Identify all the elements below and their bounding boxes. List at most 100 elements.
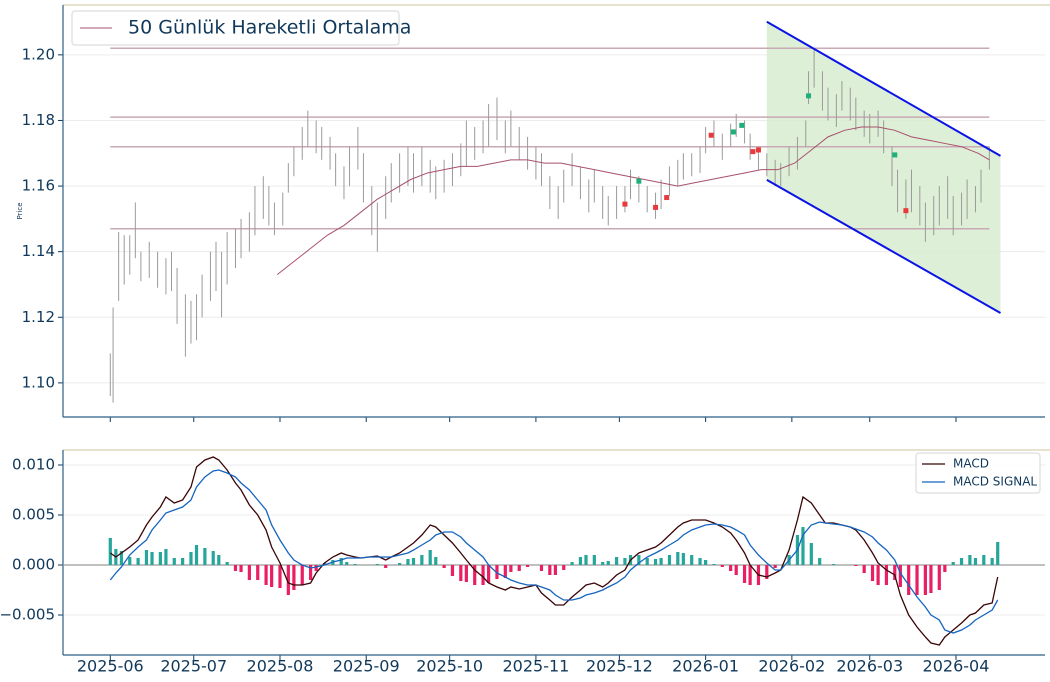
histogram-bar — [623, 558, 627, 565]
histogram-bar — [548, 565, 552, 575]
sell-marker — [708, 132, 714, 138]
histogram-bar — [158, 552, 162, 565]
histogram-bar — [539, 565, 544, 571]
histogram-bar — [487, 565, 491, 583]
y-tick-label: 1.12 — [22, 308, 55, 326]
histogram-bar — [929, 565, 933, 593]
histogram-bar — [203, 548, 207, 565]
x-tick-label: 2025-06 — [77, 657, 144, 676]
histogram-bar — [578, 557, 583, 565]
histogram-bar — [286, 565, 290, 595]
histogram-bar — [481, 565, 485, 585]
y-tick-label: 0.000 — [12, 556, 55, 574]
histogram-bar — [862, 565, 866, 573]
histogram-bar — [420, 555, 424, 565]
histogram-bar — [495, 565, 499, 579]
legend-label: MACD SIGNAL — [953, 475, 1037, 489]
sell-marker — [664, 195, 670, 201]
sell-marker — [750, 149, 756, 155]
histogram-bar — [601, 562, 605, 565]
histogram-bar — [712, 564, 716, 565]
histogram-bar — [923, 565, 927, 595]
histogram-bar — [464, 565, 468, 582]
histogram-bar — [211, 551, 215, 565]
histogram-bar — [876, 565, 880, 585]
legend: 50 Günlük Hareketli Ortalama — [71, 10, 411, 46]
histogram-bar — [406, 559, 410, 565]
y-tick-label: 1.10 — [22, 373, 55, 391]
x-tick-label: 2025-08 — [247, 657, 314, 676]
histogram-bar — [893, 565, 897, 580]
histogram-bar — [854, 565, 858, 566]
histogram-bar — [339, 558, 343, 565]
histogram-bar — [951, 562, 955, 565]
histogram-bar — [442, 565, 446, 568]
histogram-bar — [667, 555, 672, 565]
histogram-bar — [189, 552, 193, 565]
histogram-bar — [645, 558, 649, 565]
channel-fill — [766, 21, 1001, 314]
histogram-bar — [734, 565, 738, 575]
histogram-bar — [990, 558, 994, 565]
histogram-bar — [690, 555, 694, 565]
histogram-bar — [698, 558, 702, 565]
histogram-bar — [292, 565, 296, 590]
x-tick-label: 2025-12 — [586, 657, 653, 676]
histogram-bar — [801, 527, 805, 565]
channel-line — [766, 178, 1001, 314]
histogram-bar — [150, 552, 154, 565]
histogram-bar — [870, 565, 875, 581]
histogram-bar — [681, 553, 685, 565]
legend: MACD MACD SIGNAL — [915, 452, 1041, 494]
histogram-bar — [553, 565, 557, 575]
histogram-bar — [217, 555, 221, 565]
histogram-bar — [503, 565, 507, 578]
histogram-bar — [233, 565, 238, 571]
histogram-bar — [144, 550, 149, 565]
x-tick-label: 2025-10 — [416, 657, 483, 676]
histogram-bar — [898, 565, 902, 587]
histogram-bar — [172, 558, 176, 565]
y-tick-label: 1.16 — [22, 177, 55, 195]
histogram-bar — [345, 562, 349, 565]
histogram-bar — [509, 565, 513, 572]
x-tick-label: 2025-09 — [333, 657, 400, 676]
histogram-bar — [119, 551, 124, 565]
histogram-bar — [592, 555, 596, 565]
histogram-bar — [831, 564, 836, 565]
histogram-bar — [194, 545, 199, 565]
legend-box — [71, 10, 400, 46]
sell-marker — [653, 204, 659, 210]
histogram-bar — [907, 565, 911, 595]
x-tick-label: 2025-11 — [502, 657, 569, 676]
legend-box — [915, 452, 1041, 494]
histogram-bar — [525, 565, 530, 567]
y-tick-label: 1.18 — [22, 111, 55, 129]
histogram-bar — [256, 565, 260, 580]
sell-marker — [755, 147, 761, 153]
histogram-bar — [450, 565, 455, 576]
x-tick-label: 2026-01 — [672, 657, 739, 676]
histogram-bar — [353, 564, 357, 565]
histogram-bar — [943, 565, 947, 572]
histogram-bar — [181, 558, 185, 565]
histogram-bar — [247, 565, 251, 580]
x-tick-label: 2026-04 — [923, 657, 990, 676]
buy-marker — [739, 122, 745, 128]
histogram-bar — [818, 558, 822, 565]
y-tick-label: 1.14 — [22, 242, 55, 260]
x-tick-label: 2026-02 — [758, 657, 825, 676]
histogram-bar — [164, 549, 168, 565]
histogram-bar — [570, 562, 574, 565]
histogram-bar — [136, 558, 140, 565]
y-tick-label: 0.005 — [12, 506, 55, 524]
histogram-bar — [765, 565, 769, 579]
histogram-bar — [270, 565, 274, 587]
y-tick-label: 0.010 — [12, 456, 55, 474]
y-tick-label: −0.005 — [0, 606, 55, 624]
histogram-bar — [729, 565, 733, 571]
histogram-bar — [459, 565, 463, 581]
histogram-bar — [659, 558, 663, 565]
macd-line — [109, 469, 999, 634]
y-axis-label: Price — [16, 202, 24, 219]
